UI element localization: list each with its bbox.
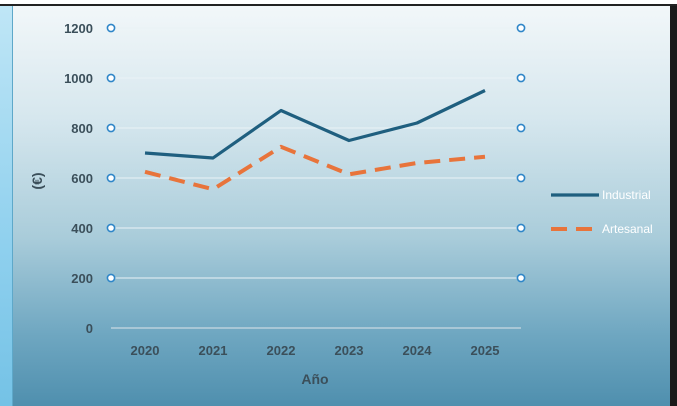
y-tick-label: 0 bbox=[86, 321, 93, 336]
y-tick-label: 800 bbox=[71, 121, 93, 136]
selection-handle[interactable] bbox=[516, 23, 526, 33]
selection-handle[interactable] bbox=[106, 23, 116, 33]
left-window-strip bbox=[0, 6, 13, 406]
line-chart: 0 200 400 600 800 1000 1200 2020 2021 2022 2023 202… bbox=[29, 21, 653, 387]
top-border bbox=[0, 0, 677, 6]
selection-handle[interactable] bbox=[106, 273, 116, 283]
handle-layer bbox=[106, 23, 526, 283]
y-tick-label: 1000 bbox=[64, 71, 93, 86]
selection-handle[interactable] bbox=[516, 173, 526, 183]
series-line-artesanal bbox=[144, 144, 486, 192]
series-line-industrial bbox=[144, 89, 486, 160]
selection-handle[interactable] bbox=[106, 123, 116, 133]
selection-handle[interactable] bbox=[106, 223, 116, 233]
y-tick-label: 1200 bbox=[64, 21, 93, 36]
y-axis-title: (€) bbox=[29, 172, 45, 189]
legend-layer: Industrial Artesanal bbox=[551, 188, 653, 236]
legend-label: Industrial bbox=[602, 188, 651, 202]
x-tick-label: 2023 bbox=[335, 343, 364, 358]
selection-handle[interactable] bbox=[516, 273, 526, 283]
axis-layer: 0 200 400 600 800 1000 1200 2020 2021 2022 2023 202… bbox=[64, 21, 499, 358]
x-tick-label: 2020 bbox=[131, 343, 160, 358]
x-tick-label: 2024 bbox=[403, 343, 433, 358]
selection-handle[interactable] bbox=[516, 223, 526, 233]
grid-layer bbox=[111, 27, 521, 329]
selection-handle[interactable] bbox=[516, 123, 526, 133]
selection-handle[interactable] bbox=[516, 73, 526, 83]
y-tick-label: 600 bbox=[71, 171, 93, 186]
y-tick-label: 400 bbox=[71, 221, 93, 236]
y-tick-label: 200 bbox=[71, 271, 93, 286]
chart-panel: 0 200 400 600 800 1000 1200 2020 2021 2022 2023 202… bbox=[13, 6, 670, 406]
x-tick-label: 2022 bbox=[267, 343, 296, 358]
series-layer bbox=[144, 89, 486, 192]
right-window-strip bbox=[670, 6, 677, 406]
x-tick-label: 2025 bbox=[471, 343, 500, 358]
x-tick-label: 2021 bbox=[199, 343, 228, 358]
legend-label: Artesanal bbox=[602, 222, 653, 236]
selection-handle[interactable] bbox=[106, 173, 116, 183]
x-axis-title: Año bbox=[301, 371, 328, 387]
selection-handle[interactable] bbox=[106, 73, 116, 83]
